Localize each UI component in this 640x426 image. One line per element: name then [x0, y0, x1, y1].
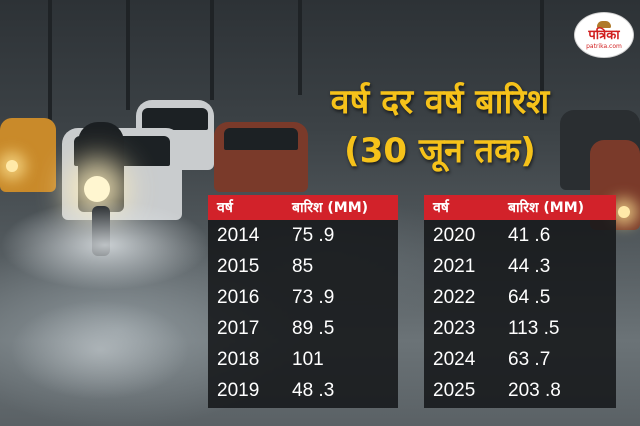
table-row: 2021 44 .3 — [424, 251, 616, 282]
rainfall-cell: 48 .3 — [292, 379, 335, 401]
van-window — [142, 108, 208, 130]
rainfall-cell: 85 — [292, 255, 314, 277]
headline-line-1: वर्ष दर वर्ष बारिश — [330, 82, 550, 122]
table-row: 2018 101 — [208, 344, 398, 375]
headline: वर्ष दर वर्ष बारिश (30 जून तक) — [230, 78, 640, 176]
vehicle-light — [618, 206, 630, 218]
rainfall-cell: 73 .9 — [292, 286, 335, 308]
rainfall-cell: 41 .6 — [508, 224, 551, 246]
rainfall-cell: 203 .8 — [508, 379, 561, 401]
header-year: वर्ष — [433, 200, 449, 216]
header-rainfall: बारिश (MM) — [292, 200, 369, 216]
table-row: 2025 203 .8 — [424, 375, 616, 406]
rainfall-table-left: वर्ष बारिश (MM) 2014 75 .9 2015 85 2016 … — [208, 195, 398, 408]
table-row: 2022 64 .5 — [424, 282, 616, 313]
vehicle-light — [6, 160, 18, 172]
table-row: 2014 75 .9 — [208, 220, 398, 251]
header-rainfall: बारिश (MM) — [508, 200, 585, 216]
logo-name: पत्रिका — [588, 27, 620, 43]
table-header: वर्ष बारिश (MM) — [208, 195, 398, 220]
road-reflection — [10, 300, 190, 400]
table-row: 2019 48 .3 — [208, 375, 398, 406]
table-row: 2016 73 .9 — [208, 282, 398, 313]
rainfall-cell: 44 .3 — [508, 255, 551, 277]
table-row: 2015 85 — [208, 251, 398, 282]
table-header: वर्ष बारिश (MM) — [424, 195, 616, 220]
rainfall-cell: 63 .7 — [508, 348, 551, 370]
rainfall-table-right: वर्ष बारिश (MM) 2020 41 .6 2021 44 .3 20… — [424, 195, 616, 408]
year-cell: 2021 — [433, 255, 476, 277]
year-cell: 2016 — [217, 286, 260, 308]
table-row: 2020 41 .6 — [424, 220, 616, 251]
year-cell: 2017 — [217, 317, 260, 339]
year-cell: 2023 — [433, 317, 476, 339]
year-cell: 2025 — [433, 379, 476, 401]
street-pole — [126, 0, 130, 110]
header-year: वर्ष — [217, 200, 233, 216]
street-pole — [210, 0, 214, 100]
year-cell: 2018 — [217, 348, 260, 370]
car-window — [224, 128, 298, 150]
table-row: 2023 113 .5 — [424, 313, 616, 344]
street-pole — [540, 0, 544, 120]
year-cell: 2024 — [433, 348, 476, 370]
logo-url: patrika.com — [586, 42, 622, 50]
rainfall-cell: 75 .9 — [292, 224, 335, 246]
street-pole — [298, 0, 302, 95]
rainfall-cell: 89 .5 — [292, 317, 335, 339]
headline-line-2: (30 जून तक) — [344, 131, 536, 171]
water-splash — [0, 200, 210, 290]
motorcycle-headlight — [84, 176, 110, 202]
year-cell: 2022 — [433, 286, 476, 308]
table-row: 2017 89 .5 — [208, 313, 398, 344]
logo-emblem-icon — [597, 20, 611, 28]
patrika-logo: पत्रिका patrika.com — [574, 12, 634, 58]
table-row: 2024 63 .7 — [424, 344, 616, 375]
street-pole — [48, 0, 52, 120]
year-cell: 2014 — [217, 224, 260, 246]
rainfall-cell: 113 .5 — [508, 317, 560, 339]
year-cell: 2020 — [433, 224, 476, 246]
year-cell: 2015 — [217, 255, 260, 277]
autorickshaw — [0, 118, 56, 192]
rainfall-cell: 64 .5 — [508, 286, 551, 308]
rainfall-cell: 101 — [292, 348, 324, 370]
year-cell: 2019 — [217, 379, 260, 401]
